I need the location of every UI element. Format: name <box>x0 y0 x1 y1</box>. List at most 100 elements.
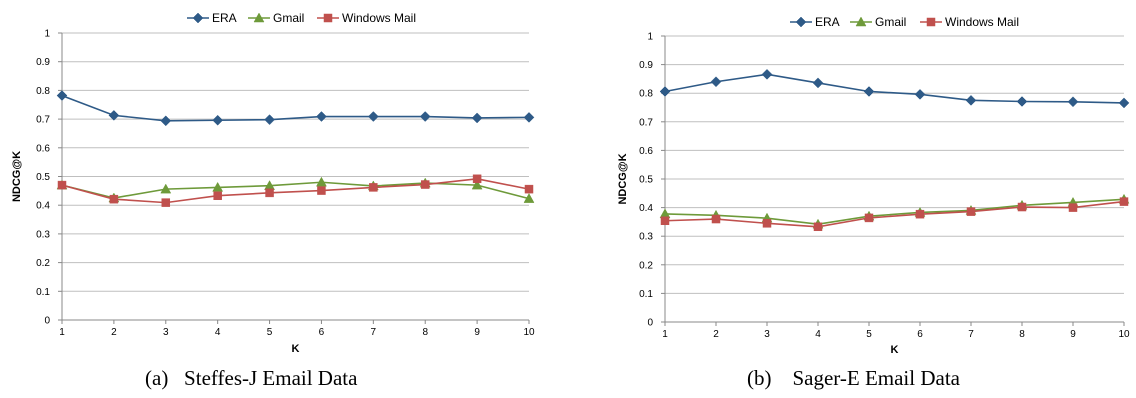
data-point <box>160 183 172 194</box>
y-tick-label: 0.8 <box>36 86 50 97</box>
data-point <box>316 176 327 187</box>
y-tick-label: 0.1 <box>36 287 50 298</box>
y-tick-label: 0.1 <box>639 289 653 300</box>
data-point <box>761 68 773 80</box>
data-point <box>109 194 119 204</box>
x-tick-label: 3 <box>163 327 169 338</box>
y-tick-label: 0.8 <box>639 89 653 100</box>
legend-marker <box>253 12 265 23</box>
data-point <box>264 114 275 126</box>
y-tick-label: 0.2 <box>36 258 50 269</box>
data-point <box>524 184 534 194</box>
x-tick-label: 10 <box>1118 329 1130 340</box>
x-tick-label: 9 <box>474 327 480 338</box>
legend: ERA Gmail Windows Mail <box>187 11 416 25</box>
legend-label: Windows Mail <box>945 15 1019 29</box>
y-tick-label: 0 <box>647 318 653 329</box>
data-point <box>762 219 772 228</box>
y-axis-title: NDCG@K <box>11 151 23 202</box>
data-point <box>1118 97 1130 109</box>
data-point <box>419 111 431 122</box>
x-tick-label: 7 <box>371 327 377 338</box>
x-tick-label: 4 <box>215 327 221 338</box>
y-tick-label: 0.7 <box>36 115 50 126</box>
data-point <box>369 183 378 192</box>
data-point <box>160 115 172 127</box>
y-tick-label: 0.6 <box>639 146 653 157</box>
legend-label: Gmail <box>875 15 906 29</box>
data-point <box>161 198 171 207</box>
data-point <box>710 76 722 88</box>
data-point <box>1017 202 1027 212</box>
data-point <box>56 90 68 101</box>
x-tick-label: 2 <box>111 327 117 338</box>
x-tick-label: 3 <box>764 329 770 340</box>
data-point <box>812 77 824 89</box>
data-point <box>965 94 977 106</box>
y-tick-label: 0.2 <box>639 260 653 271</box>
x-tick-label: 8 <box>422 327 428 338</box>
y-tick-label: 0.4 <box>639 203 653 214</box>
data-point <box>966 207 976 216</box>
data-point <box>1067 96 1079 108</box>
data-point <box>659 86 671 97</box>
y-tick-label: 1 <box>44 29 50 40</box>
data-point <box>1119 197 1129 206</box>
data-point <box>523 193 535 203</box>
series-line <box>664 73 1125 104</box>
data-point <box>864 213 874 223</box>
legend-item: ERA <box>187 11 237 25</box>
x-tick-label: 7 <box>968 329 974 340</box>
data-point <box>813 222 823 232</box>
legend-item: Windows Mail <box>920 15 1019 29</box>
data-point <box>660 216 670 226</box>
series-gmail <box>659 193 1130 229</box>
x-tick-label: 9 <box>1070 329 1076 340</box>
series-era <box>56 90 535 127</box>
legend-marker <box>855 16 867 27</box>
y-tick-label: 0 <box>44 316 50 327</box>
data-point <box>265 188 274 198</box>
x-tick-label: 1 <box>662 329 668 340</box>
data-point <box>108 110 120 121</box>
data-point <box>213 191 222 200</box>
y-tick-label: 0.5 <box>639 175 653 186</box>
legend-marker <box>323 13 333 23</box>
x-tick-label: 5 <box>866 329 872 340</box>
x-axis-title: K <box>891 344 899 356</box>
series-line <box>61 94 530 122</box>
data-point <box>367 111 379 122</box>
x-tick-label: 4 <box>815 329 821 340</box>
legend-label: ERA <box>212 11 237 25</box>
legend-item: Gmail <box>850 15 906 29</box>
data-point <box>914 88 926 100</box>
data-point <box>863 86 875 97</box>
series-line <box>664 200 1125 228</box>
data-point <box>212 114 224 126</box>
legend-item: Windows Mail <box>317 11 416 25</box>
data-point <box>915 209 925 219</box>
series-line <box>664 198 1125 225</box>
data-point <box>1068 203 1078 212</box>
data-point <box>317 186 326 195</box>
x-tick-label: 2 <box>713 329 719 340</box>
series-windows-mail <box>660 197 1129 232</box>
y-tick-label: 0.6 <box>36 143 50 154</box>
y-tick-label: 0.9 <box>36 57 50 68</box>
x-tick-label: 8 <box>1019 329 1025 340</box>
legend-label: Gmail <box>273 11 304 25</box>
legend: ERA Gmail Windows Mail <box>790 15 1019 29</box>
x-tick-label: 6 <box>917 329 923 340</box>
legend-marker <box>192 12 204 24</box>
y-tick-label: 0.9 <box>639 60 653 71</box>
legend-marker <box>795 16 807 28</box>
data-point <box>711 214 721 224</box>
series-line <box>61 177 530 204</box>
y-tick-label: 0.5 <box>36 172 50 183</box>
series-era <box>659 68 1130 109</box>
x-tick-label: 6 <box>319 327 325 338</box>
x-tick-label: 1 <box>59 327 65 338</box>
data-point <box>1016 96 1028 107</box>
x-axis-title: K <box>292 343 300 355</box>
